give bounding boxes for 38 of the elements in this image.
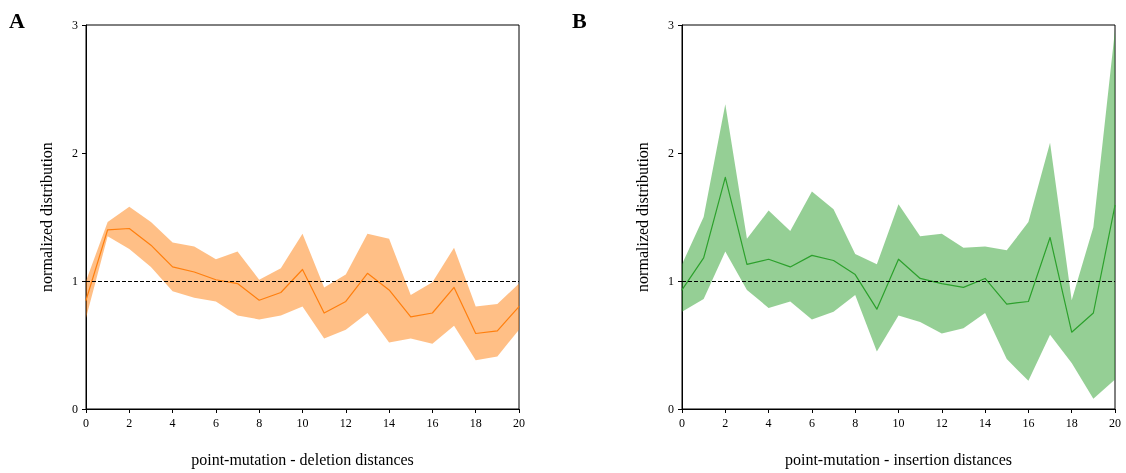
x-axis-title: point-mutation - insertion distances [784, 450, 1013, 469]
x-axis-title: point-mutation - deletion distances [191, 450, 414, 469]
y-tick-label: 0 [72, 402, 78, 416]
x-tick-label: 12 [339, 416, 352, 430]
x-tick-label: 20 [513, 416, 525, 430]
x-tick-label: 14 [383, 416, 396, 430]
x-tick-label: 6 [212, 416, 219, 430]
line-series [85, 227, 520, 335]
x-tick-label: 14 [979, 416, 992, 430]
x-tick-label: 0 [679, 416, 685, 430]
y-axis-title: normalized distribution [37, 142, 55, 292]
x-tick-label: 16 [426, 416, 439, 430]
x-tick-label: 2 [126, 416, 133, 430]
x-tick-label: 8 [852, 416, 859, 430]
x-tick-label: 10 [892, 416, 905, 430]
x-tick-label: 16 [1022, 416, 1035, 430]
chart-title: B [572, 7, 587, 33]
y-tick-label: 1 [72, 274, 78, 288]
x-tick-label: 2 [722, 416, 729, 430]
x-tick-label: 10 [296, 416, 309, 430]
x-tick-label: 18 [469, 416, 482, 430]
line-series [681, 176, 1116, 333]
y-tick-label: 3 [72, 18, 78, 32]
y-tick-label: 1 [668, 274, 674, 288]
y-tick-label: 3 [668, 18, 674, 32]
y-tick-label: 2 [668, 146, 674, 160]
x-tick-label: 6 [808, 416, 815, 430]
x-tick-label: 0 [83, 416, 89, 430]
y-tick-label: 2 [72, 146, 78, 160]
y-tick-label: 0 [668, 402, 674, 416]
x-tick-label: 20 [1109, 416, 1121, 430]
x-tick-label: 8 [256, 416, 263, 430]
y-axis-title: normalized distribution [633, 142, 651, 292]
x-tick-label: 18 [1065, 416, 1078, 430]
chart-title: A [9, 7, 25, 33]
x-tick-label: 12 [935, 416, 948, 430]
x-tick-label: 4 [169, 416, 176, 430]
x-tick-label: 4 [765, 416, 772, 430]
